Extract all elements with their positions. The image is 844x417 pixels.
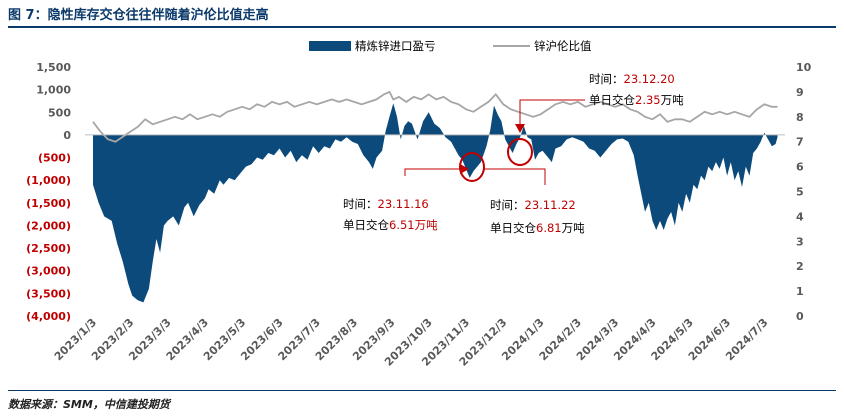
legend-area-label: 精炼锌进口盈亏 [355, 39, 436, 53]
right-tick-label: 7 [796, 136, 804, 149]
annotation-1-arrowhead [515, 124, 525, 133]
left-tick-label: (500) [38, 152, 71, 165]
annotation-3-unit: 万吨 [562, 221, 585, 235]
legend: 精炼锌进口盈亏 锌沪伦比值 [309, 39, 592, 53]
svg-text:单日交仓2.35万吨: 单日交仓2.35万吨 [589, 93, 684, 107]
right-tick-label: 2 [796, 260, 804, 273]
annotation-1-unit: 万吨 [661, 93, 684, 107]
data-source: 数据来源：SMM，中信建投期货 [8, 398, 170, 411]
left-tick-label: (3,000) [26, 265, 71, 278]
annotation-2-arrowhead [460, 164, 469, 174]
annotation-2-vol: 6.51 [389, 218, 415, 232]
svg-text:时间：23.11.16: 时间：23.11.16 [343, 197, 429, 211]
figure-title: 图 7：隐性库存交仓往往伴随着沪伦比值走高 [8, 8, 269, 23]
svg-text:单日交仓6.81万吨: 单日交仓6.81万吨 [490, 221, 585, 235]
left-tick-label: (2,500) [26, 242, 71, 255]
right-tick-label: 4 [796, 210, 804, 223]
left-tick-label: (1,000) [26, 174, 71, 187]
right-tick-label: 10 [796, 61, 812, 74]
right-tick-label: 0 [796, 310, 804, 323]
annotation-3-time: 23.11.22 [525, 198, 576, 212]
right-tick-label: 8 [796, 111, 804, 124]
left-tick-label: (4,000) [26, 310, 71, 323]
right-tick-label: 9 [796, 86, 804, 99]
annotation-2-unit: 万吨 [415, 218, 438, 232]
annotation-2-time: 23.11.16 [378, 197, 429, 211]
svg-text:时间：23.12.20: 时间：23.12.20 [589, 72, 675, 86]
annotation-3-vol: 6.81 [536, 221, 562, 235]
left-tick-label: 1,000 [36, 84, 71, 97]
annotation-2-3: 时间：23.11.16 单日交仓6.51万吨 时间：23.11.22 单日交仓6… [343, 152, 585, 235]
annotation-1-vol-label: 单日交仓 [589, 93, 635, 107]
left-tick-label: 1,500 [36, 61, 71, 74]
footer-rule [8, 390, 836, 391]
annotation-1-circle [507, 138, 533, 166]
annotation-1-time: 23.12.20 [624, 72, 675, 86]
legend-line-label: 锌沪伦比值 [534, 39, 592, 53]
right-tick-label: 1 [796, 285, 804, 298]
annotation-2-vol-label: 单日交仓 [343, 218, 389, 232]
svg-text:单日交仓6.51万吨: 单日交仓6.51万吨 [343, 218, 438, 232]
left-tick-label: 0 [63, 129, 71, 142]
annotation-1-time-label: 时间： [589, 72, 624, 86]
annotation-1-connector [519, 99, 585, 124]
annotation-3-time-label: 时间： [490, 198, 525, 212]
shfe-lme-ratio-line [92, 90, 778, 143]
annotation-3-connector [484, 168, 546, 185]
right-tick-label: 5 [796, 186, 804, 199]
annotation-1: 时间：23.12.20 单日交仓2.35万吨 [507, 72, 684, 166]
title-rule [8, 26, 836, 28]
left-tick-label: (3,500) [26, 287, 71, 300]
right-tick-label: 6 [796, 161, 804, 174]
left-tick-label: 500 [48, 106, 71, 119]
left-tick-label: (2,000) [26, 219, 71, 232]
left-tick-label: (1,500) [26, 197, 71, 210]
annotation-2-connector [404, 168, 460, 176]
right-tick-label: 3 [796, 235, 804, 248]
annotation-3-vol-label: 单日交仓 [490, 221, 536, 235]
import-margin-area [93, 103, 778, 303]
svg-text:时间：23.11.22: 时间：23.11.22 [490, 198, 576, 212]
annotation-2-time-label: 时间： [343, 197, 378, 211]
legend-area-swatch [309, 41, 351, 51]
annotation-1-vol: 2.35 [635, 93, 661, 107]
